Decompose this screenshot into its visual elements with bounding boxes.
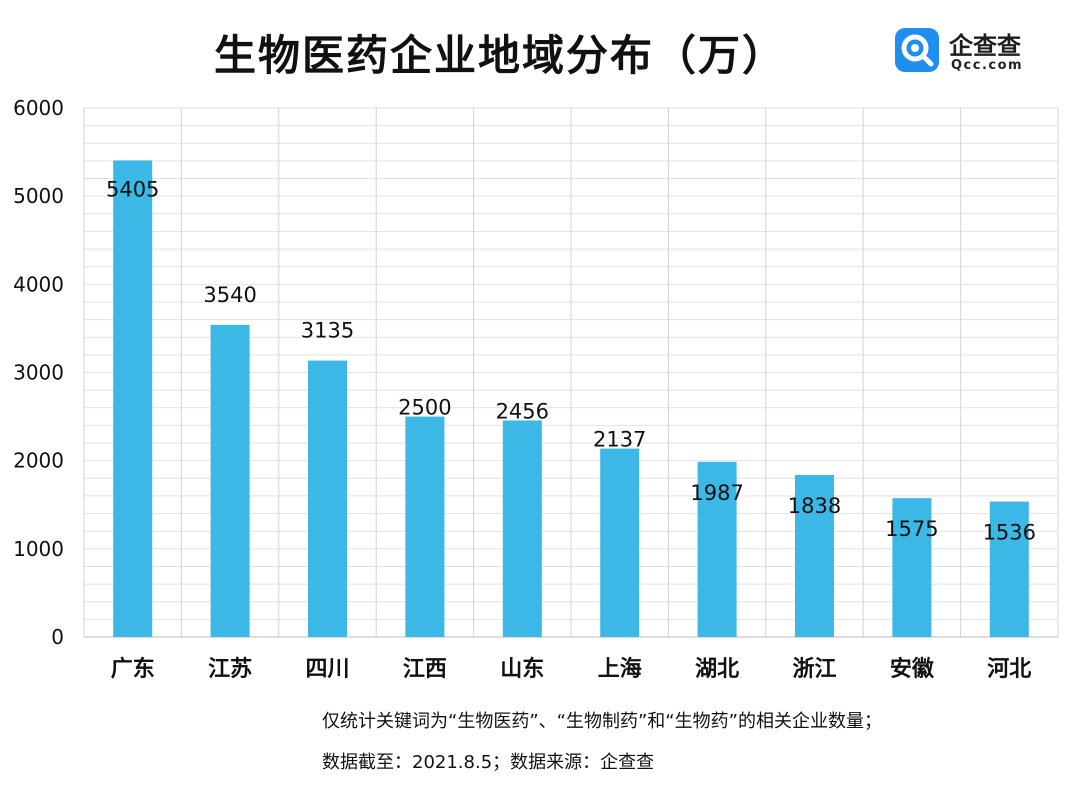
x-tick-label: 上海 (598, 656, 642, 682)
chart-title: 生物医药企业地域分布（万） (213, 31, 786, 80)
bar (210, 324, 250, 637)
x-tick-label: 广东 (111, 656, 155, 682)
data-label: 3540 (203, 283, 256, 307)
x-tick-label: 山东 (500, 656, 544, 682)
qcc-magnifier-icon (895, 28, 939, 72)
data-label: 1536 (983, 521, 1036, 545)
x-tick-label: 浙江 (792, 657, 836, 682)
bar (697, 461, 737, 637)
data-label: 2456 (496, 399, 549, 423)
y-tick-label: 4000 (13, 272, 64, 296)
y-tick-label: 6000 (13, 96, 64, 120)
bar (989, 501, 1029, 637)
x-tick-label: 安徽 (890, 656, 935, 682)
y-tick-label: 1000 (13, 537, 64, 561)
bar (892, 498, 932, 637)
x-tick-label: 四川 (305, 657, 349, 682)
y-tick-label: 0 (51, 625, 64, 649)
bar (795, 474, 834, 637)
data-label: 3135 (301, 319, 354, 343)
x-tick-label: 江苏 (208, 656, 252, 682)
y-tick-label: 3000 (13, 361, 64, 385)
bar (405, 416, 445, 637)
logo-name-en: Qcc.com (951, 58, 1024, 73)
qcc-logo: 企查查 Qcc.com (895, 26, 1045, 76)
x-tick-label: 河北 (987, 657, 1031, 682)
footnote-line-2: 数据截至：2021.8.5；数据来源：企查查 (322, 752, 655, 773)
data-label: 1575 (885, 517, 938, 541)
bar (113, 160, 153, 637)
bar (308, 360, 347, 637)
data-label: 1838 (788, 494, 841, 518)
x-tick-label: 江西 (403, 657, 447, 682)
bar (600, 448, 640, 637)
bar (502, 420, 542, 637)
y-tick-label: 2000 (13, 449, 64, 473)
bar-chart: 0 1000 2000 3000 4000 5000 6000 5405 广东 3540 江苏 313… (13, 96, 1059, 682)
logo-name-cn: 企查查 (949, 32, 1021, 60)
data-label: 2137 (593, 428, 646, 452)
footnote-line-1: 仅统计关键词为“生物医药”、“生物制药”和“生物药”的相关企业数量； (322, 711, 882, 732)
x-tick-label: 湖北 (695, 657, 739, 682)
data-label: 1987 (690, 481, 743, 505)
y-tick-label: 5000 (13, 184, 64, 208)
data-label: 2500 (398, 396, 451, 420)
data-label: 5405 (106, 177, 159, 201)
